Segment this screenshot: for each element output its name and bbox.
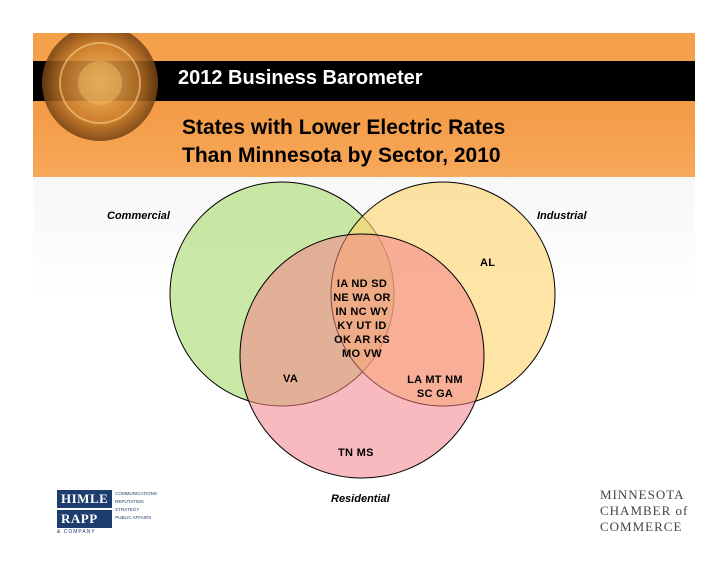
state-list-item: SC GA: [416, 388, 454, 400]
state-list-item: NE WA OR: [333, 292, 391, 304]
region-all-three: IA ND SD NE WA OR IN NC WY KY UT ID OK A…: [320, 277, 404, 361]
service-item: REPUTATION: [115, 499, 144, 504]
slide-title: 2012 Business Barometer: [178, 67, 423, 89]
residential-circle: [239, 233, 485, 479]
state-list-item: IA ND SD: [336, 278, 388, 290]
commercial-label: Commercial: [107, 210, 170, 222]
company-tagline: & COMPANY: [57, 529, 96, 535]
region-industrial-residential: LA MT NM SC GA: [399, 373, 471, 401]
service-item: COMMUNICATIONS: [115, 491, 157, 496]
region-industrial-only: AL: [480, 256, 495, 270]
slide-subtitle: States with Lower Electric Rates Than Mi…: [182, 114, 505, 170]
services-list: COMMUNICATIONS REPUTATION STRATEGY PUBLI…: [115, 490, 157, 522]
subtitle-line-1: States with Lower Electric Rates: [182, 116, 506, 139]
service-item: STRATEGY: [115, 507, 140, 512]
region-residential-only: TN MS: [338, 446, 374, 460]
state-list-item: TN MS: [338, 447, 374, 459]
himle-rapp-logo: HIMLE RAPP & COMPANY COMMUNICATIONS REPU…: [57, 490, 157, 535]
mn-logo-line2: CHAMBER of: [600, 503, 689, 518]
state-list-item: AL: [480, 257, 496, 269]
mn-chamber-logo: MINNESOTA CHAMBER of COMMERCE: [600, 487, 688, 535]
state-list-item: KY UT ID: [337, 320, 387, 332]
residential-label: Residential: [331, 493, 390, 505]
state-list-item: OK AR KS: [334, 334, 390, 346]
mn-logo-line3: COMMERCE: [600, 519, 683, 534]
state-list-item: MO VW: [342, 348, 382, 360]
himle-word: HIMLE: [57, 490, 113, 508]
service-item: PUBLIC AFFAIRS: [115, 515, 152, 520]
industrial-label: Industrial: [537, 210, 587, 222]
state-list-item: LA MT NM: [407, 374, 463, 386]
coin-photo: [40, 33, 170, 175]
subtitle-line-2: Than Minnesota by Sector, 2010: [182, 144, 501, 167]
state-list-item: VA: [283, 373, 299, 385]
state-list-item: IN NC WY: [335, 306, 389, 318]
region-commercial-residential: VA: [283, 372, 298, 386]
mn-logo-line1: MINNESOTA: [600, 487, 685, 502]
rapp-word: RAPP: [57, 510, 113, 528]
